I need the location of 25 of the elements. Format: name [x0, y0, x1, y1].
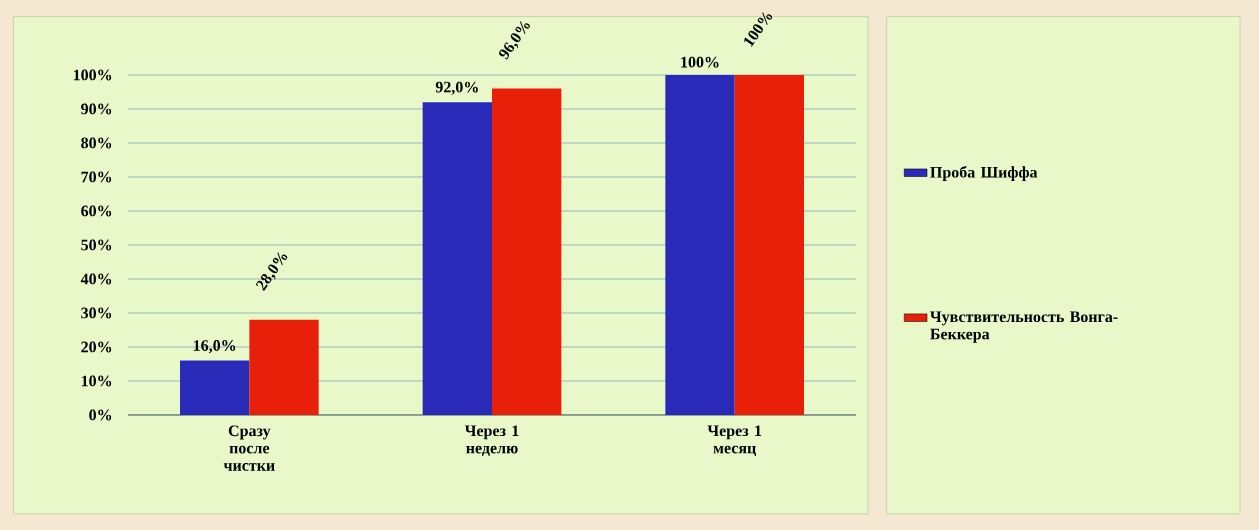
bar: [492, 88, 562, 415]
y-tick-label: 10%: [81, 375, 112, 387]
y-tick-label: 20%: [81, 341, 112, 353]
bar: [422, 102, 493, 415]
legend-label: Проба Шиффа: [930, 166, 1038, 181]
data-label: 16,0%: [193, 340, 236, 354]
y-tick-label: 100%: [73, 69, 112, 81]
y-tick-label: 0%: [89, 409, 112, 421]
x-tick-label: Через 1 неделю: [464, 425, 519, 457]
bar: [665, 74, 735, 415]
bar: [180, 360, 250, 415]
bar: [734, 74, 805, 415]
y-tick-label: 90%: [81, 103, 112, 115]
x-tick-label: Сразу после чистки: [223, 425, 275, 471]
y-tick-label: 70%: [81, 171, 112, 183]
y-tick-label: 40%: [80, 273, 112, 285]
data-label: 92,0%: [435, 81, 478, 95]
data-label: 100%: [681, 56, 719, 68]
y-tick-label: 50%: [81, 239, 112, 251]
y-tick-label: 60%: [81, 205, 112, 217]
bar: [249, 319, 319, 415]
y-tick-label: 30%: [81, 307, 112, 319]
legend-label: Чувствительность Вонга-Беккера: [930, 311, 1118, 343]
y-tick-label: 80%: [81, 137, 112, 149]
x-tick-label: Через 1 месяц: [707, 425, 762, 457]
